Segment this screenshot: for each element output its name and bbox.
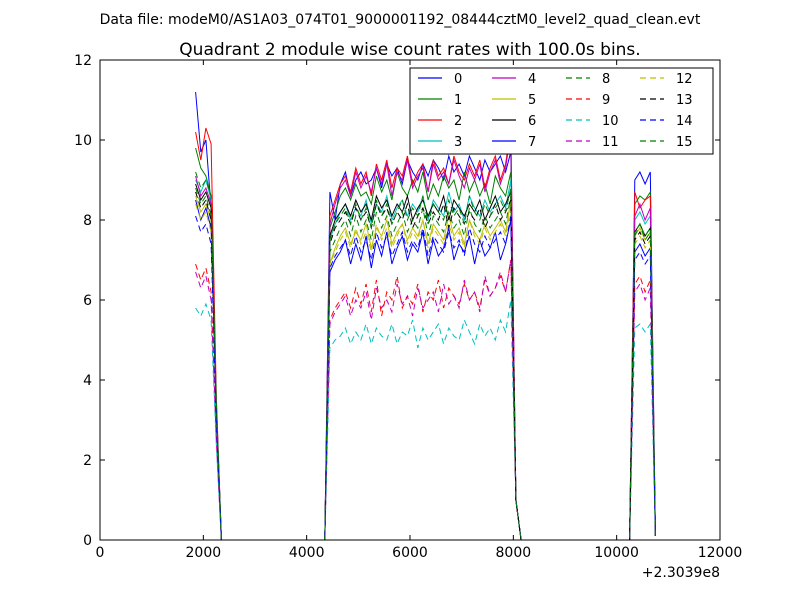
legend-label-15: 15: [676, 135, 693, 150]
x-tick-label: 8000: [496, 545, 532, 561]
legend-label-10: 10: [602, 114, 619, 129]
legend-label-7: 7: [528, 135, 536, 150]
y-tick-label: 12: [74, 53, 92, 69]
x-tick-label: 6000: [392, 545, 428, 561]
y-tick-label: 8: [83, 213, 92, 229]
y-tick-label: 0: [83, 533, 92, 549]
legend-label-1: 1: [454, 93, 462, 108]
x-tick-label: 2000: [186, 545, 222, 561]
legend-label-12: 12: [676, 72, 693, 87]
legend-label-0: 0: [454, 72, 462, 87]
legend-label-5: 5: [528, 93, 536, 108]
series-line-15: [195, 171, 656, 541]
chart-title: Quadrant 2 module wise count rates with …: [179, 40, 640, 60]
series-line-13: [195, 191, 656, 541]
legend-label-6: 6: [528, 114, 536, 129]
legend-label-13: 13: [676, 93, 693, 108]
y-tick-label: 6: [83, 293, 92, 309]
legend-label-2: 2: [454, 114, 462, 129]
y-tick-label: 2: [83, 453, 92, 469]
x-tick-label: 0: [96, 545, 105, 561]
x-tick-label: 4000: [289, 545, 325, 561]
legend-label-3: 3: [454, 135, 462, 150]
series-line-10: [195, 299, 656, 541]
legend-label-11: 11: [602, 135, 619, 150]
legend-label-8: 8: [602, 72, 610, 87]
legend-label-4: 4: [528, 72, 536, 87]
legend-box: [409, 67, 714, 155]
y-tick-label: 4: [83, 373, 92, 389]
series-line-12: [195, 203, 656, 541]
x-tick-label: 12000: [698, 545, 743, 561]
legend-label-9: 9: [602, 93, 610, 108]
figure-suptitle: Data file: modeM0/AS1A03_074T01_90000011…: [100, 12, 701, 28]
legend-label-14: 14: [676, 114, 693, 129]
x-axis: 0 2000 4000 6000 8000 10000 12000: [96, 60, 743, 561]
x-tick-label: 10000: [594, 545, 639, 561]
series-layer: [195, 91, 656, 541]
y-tick-label: 10: [74, 133, 92, 149]
series-line-11: [195, 259, 656, 541]
x-offset-label: +2.3039e8: [642, 565, 720, 581]
